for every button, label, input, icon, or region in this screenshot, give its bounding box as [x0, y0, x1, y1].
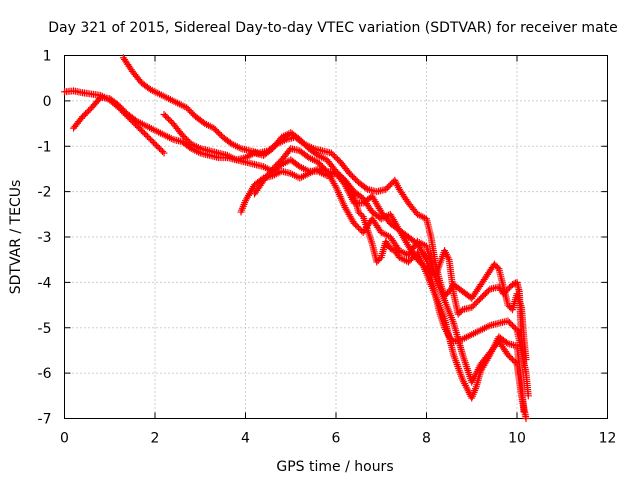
data-point	[160, 149, 168, 157]
x-tick-label: 4	[241, 431, 250, 447]
y-axis-title: SDTVAR / TECUs	[8, 180, 24, 295]
x-tick-label: 12	[599, 431, 617, 447]
x-tick-label: 8	[422, 431, 431, 447]
y-tick-label: -2	[38, 185, 52, 201]
y-tick-label: 0	[43, 94, 52, 110]
y-tick-label: -7	[38, 412, 52, 428]
x-tick-label: 0	[60, 431, 69, 447]
y-tick-label: -4	[38, 275, 52, 291]
y-tick-label: -3	[38, 230, 52, 246]
data-point	[522, 414, 530, 423]
x-axis-title: GPS time / hours	[276, 459, 393, 475]
y-tick-label: -5	[38, 321, 52, 337]
y-tick-label: 1	[43, 49, 52, 65]
chart-title: Day 321 of 2015, Sidereal Day-to-day VTE…	[48, 20, 618, 36]
data-point	[524, 392, 532, 400]
x-tick-label: 2	[151, 431, 160, 447]
x-tick-label: 10	[508, 431, 526, 447]
data-marks	[60, 54, 532, 423]
y-tick-label: -6	[38, 366, 52, 382]
series-track-6	[250, 144, 530, 423]
series-track-4	[160, 110, 528, 368]
x-tick-label: 6	[332, 431, 341, 447]
series-track-5	[237, 165, 528, 416]
y-tick-label: -1	[38, 139, 52, 155]
